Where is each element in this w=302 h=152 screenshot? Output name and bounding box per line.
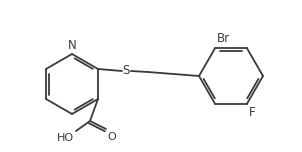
Text: HO: HO <box>57 133 74 143</box>
Text: N: N <box>68 39 76 52</box>
Text: Br: Br <box>217 32 230 45</box>
Text: O: O <box>107 132 116 142</box>
Text: S: S <box>122 64 130 78</box>
Text: F: F <box>249 106 255 119</box>
